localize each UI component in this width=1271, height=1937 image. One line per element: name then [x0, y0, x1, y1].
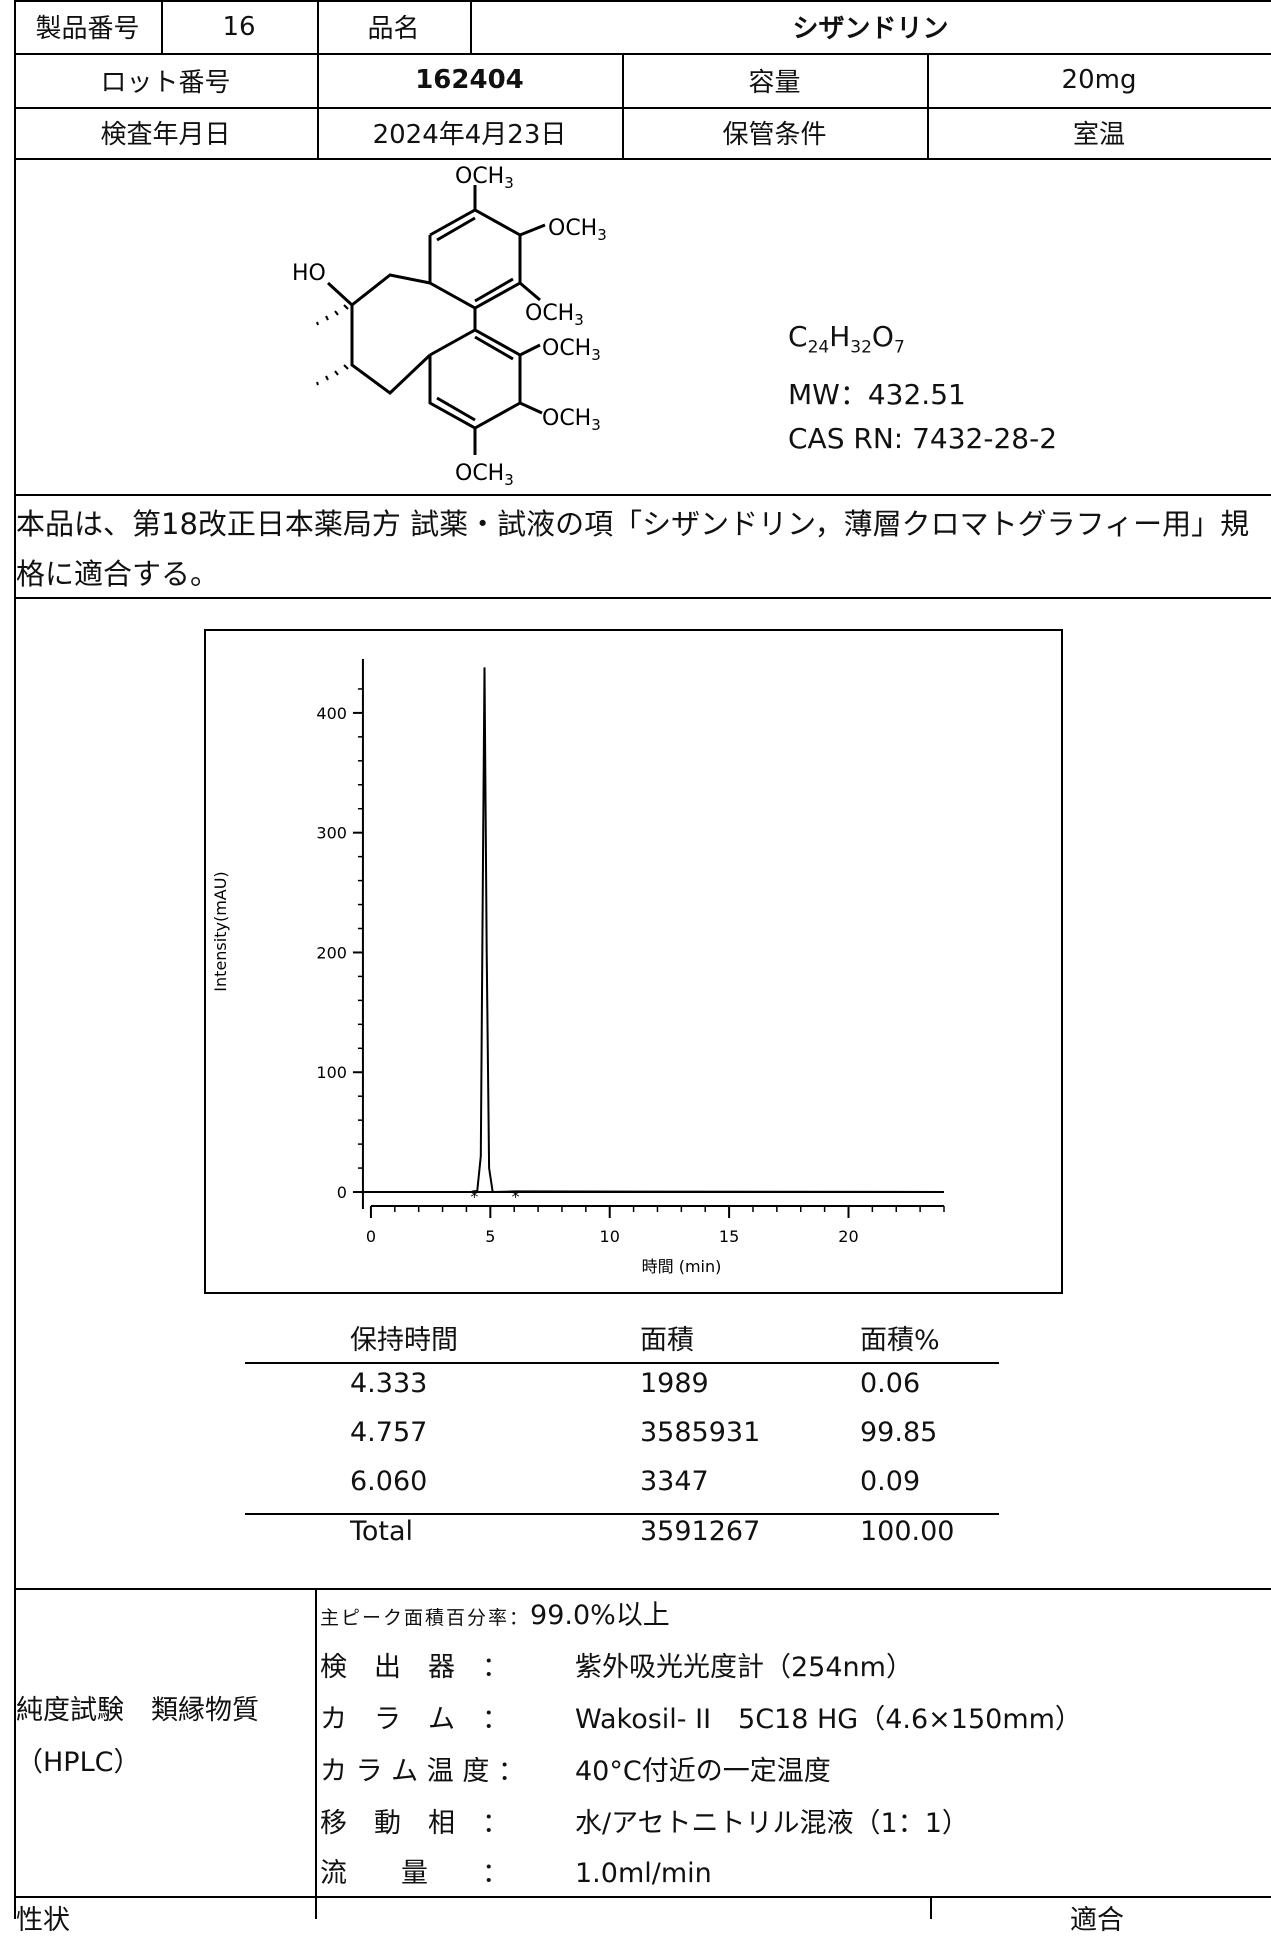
y-tick-label: 100	[316, 1063, 347, 1082]
table-row: 6.060	[350, 1466, 428, 1497]
condition-mobile-phase: 移 動 相 ：水/アセトニトリル混液（1：1）	[320, 1808, 969, 1839]
methoxy-label: OCH3	[548, 216, 607, 244]
condition-main-peak: 主ピーク面積百分率：99.0%以上	[320, 1600, 670, 1631]
header-area-percent: 面積%	[860, 1325, 940, 1356]
peak-marker: *	[512, 1187, 520, 1206]
chromatogram-chart: 0 100 200 300 400 0 5 10 15 20 * * 時間 (min) Intensity…	[211, 659, 945, 1276]
x-tick-label: 0	[366, 1227, 376, 1246]
peak-marker: *	[470, 1187, 478, 1206]
methoxy-label: OCH3	[525, 301, 584, 329]
y-tick-label: 200	[316, 943, 347, 962]
purity-method: （HPLC）	[16, 1747, 141, 1778]
hydroxy-label: HO	[292, 261, 326, 286]
x-tick-label: 5	[485, 1227, 495, 1246]
lot-number: 162404	[415, 65, 524, 95]
table-row: 4.757	[350, 1417, 428, 1448]
chromatogram-frame	[204, 629, 1063, 1294]
methoxy-label: OCH3	[542, 406, 601, 434]
x-axis-label: 時間 (min)	[642, 1257, 722, 1276]
condition-detector: 検 出 器 ：紫外吸光光度計（254nm）	[320, 1652, 913, 1683]
total-row: Total	[350, 1516, 414, 1547]
y-tick-label: 300	[316, 824, 347, 843]
date-label: 検査年月日	[100, 120, 231, 150]
chemical-structure: OCH3 OCH3 OCH3 OCH3 OCH3 OCH3 HO	[292, 165, 607, 489]
lot-label: ロット番号	[100, 67, 231, 98]
name-label: 品名	[367, 14, 420, 44]
y-tick-label: 0	[337, 1183, 347, 1202]
y-tick-label: 400	[316, 704, 347, 723]
methoxy-label: OCH3	[542, 336, 601, 364]
y-axis-label: Intensity(mAU)	[211, 871, 230, 991]
methoxy-label: OCH3	[455, 165, 514, 192]
molecular-formula: C24H32O7	[788, 320, 905, 358]
compliance-note: 本品は、第18改正日本薬局方 試薬・試液の項「シザンドリン，薄層クロマトグラフィ…	[16, 507, 1250, 591]
appearance-result: 適合	[1070, 1905, 1124, 1936]
volume-value: 20mg	[1061, 65, 1137, 95]
purity-title: 純度試験 類縁物質	[16, 1695, 259, 1726]
volume-label: 容量	[748, 67, 801, 98]
cas-number: CAS RN: 7432-28-2	[788, 422, 1058, 455]
header-area: 面積	[640, 1325, 694, 1356]
molecular-weight: MW：432.51	[788, 378, 966, 411]
x-tick-label: 15	[719, 1227, 739, 1246]
condition-flow-rate: 流 量 ： 1.0ml/min	[320, 1858, 712, 1889]
inspection-date: 2024年4月23日	[372, 120, 567, 150]
storage-value: 室温	[1072, 120, 1125, 150]
x-tick-label: 10	[600, 1227, 620, 1246]
table-row: 4.333	[350, 1368, 428, 1399]
storage-label: 保管条件	[722, 120, 827, 150]
condition-column: カ ラ ム ： Wakosil- II 5C18 HG（4.6×150mm）	[320, 1704, 1082, 1735]
product-no-label: 製品番号	[35, 14, 140, 44]
header-retention-time: 保持時間	[350, 1325, 458, 1356]
condition-column-temp: カ ラ ム 温 度 ： 40°C付近の一定温度	[320, 1756, 831, 1787]
product-no: 16	[222, 11, 256, 42]
product-name: シザンドリン	[792, 14, 949, 44]
appearance-label: 性状	[16, 1905, 70, 1936]
methoxy-label: OCH3	[455, 461, 514, 489]
x-tick-label: 20	[838, 1227, 858, 1246]
series-line	[370, 667, 945, 1194]
